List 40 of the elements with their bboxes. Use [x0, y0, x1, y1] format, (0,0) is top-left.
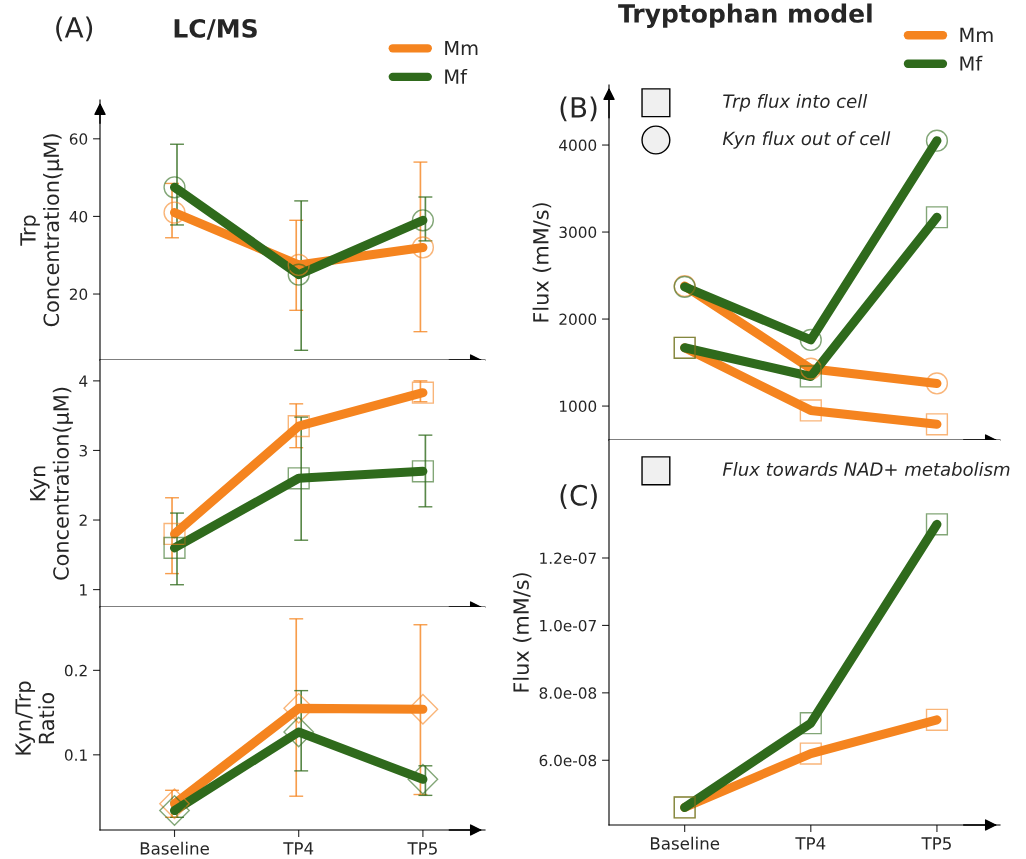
y-tick-label: 4: [79, 375, 88, 387]
y-tick-label: 1.2e-07: [540, 552, 596, 565]
y-tick-label: 1000: [559, 400, 597, 413]
x-tick-label: TP4: [283, 842, 314, 855]
y-tick-label: 40: [69, 210, 88, 223]
y-tick-label: 3: [79, 444, 87, 457]
text: (A): [56, 16, 93, 42]
y-tick-label: 0.2: [64, 664, 87, 677]
y-tick-label: 2: [79, 514, 87, 526]
y-axis-title: Kyn/Trp Ratio: [15, 681, 55, 755]
annotation: Trp flux into cell: [723, 94, 868, 112]
y-tick-label: 2000: [559, 313, 597, 326]
x-tick-label: Baseline: [650, 836, 720, 850]
y-tick-label: 0.1: [64, 749, 87, 761]
chart-title: Tryptophan model: [618, 3, 872, 28]
legend-label: Mf: [445, 68, 468, 84]
x-tick-label: Baseline: [140, 841, 209, 855]
x-tick-label: TP5: [921, 837, 951, 850]
legend-label: Mf: [960, 55, 983, 71]
text: (C): [560, 484, 597, 510]
legend-label: Mm: [445, 40, 478, 56]
y-tick-label: 6.0e-08: [539, 754, 597, 767]
x-tick-label: TP4: [795, 837, 826, 850]
y-tick-label: 1.0e-07: [540, 619, 596, 632]
y-axis-title: Flux (mM/s): [512, 573, 532, 692]
y-tick-label: 60: [69, 133, 88, 145]
legend-label: Mm: [960, 27, 993, 43]
annotation: Flux towards NAD+ metabolism: [722, 462, 1010, 477]
x-tick-label: TP5: [407, 842, 437, 855]
y-axis-title: Trp Concentration(μM): [20, 134, 64, 327]
y-axis-title: Flux (mM/s): [532, 203, 552, 322]
text: (B): [560, 96, 597, 122]
y-tick-label: 4000: [559, 139, 597, 152]
y-tick-label: 1: [80, 584, 87, 596]
y-axis-title: Kyn Concentration(μM): [30, 387, 73, 580]
annotation: Kyn flux out of cell: [722, 131, 891, 149]
y-tick-label: 8.0e-08: [539, 687, 597, 699]
y-tick-label: 3000: [559, 226, 597, 239]
chart-title: LC/MS: [174, 18, 257, 40]
y-tick-label: 20: [69, 288, 88, 301]
